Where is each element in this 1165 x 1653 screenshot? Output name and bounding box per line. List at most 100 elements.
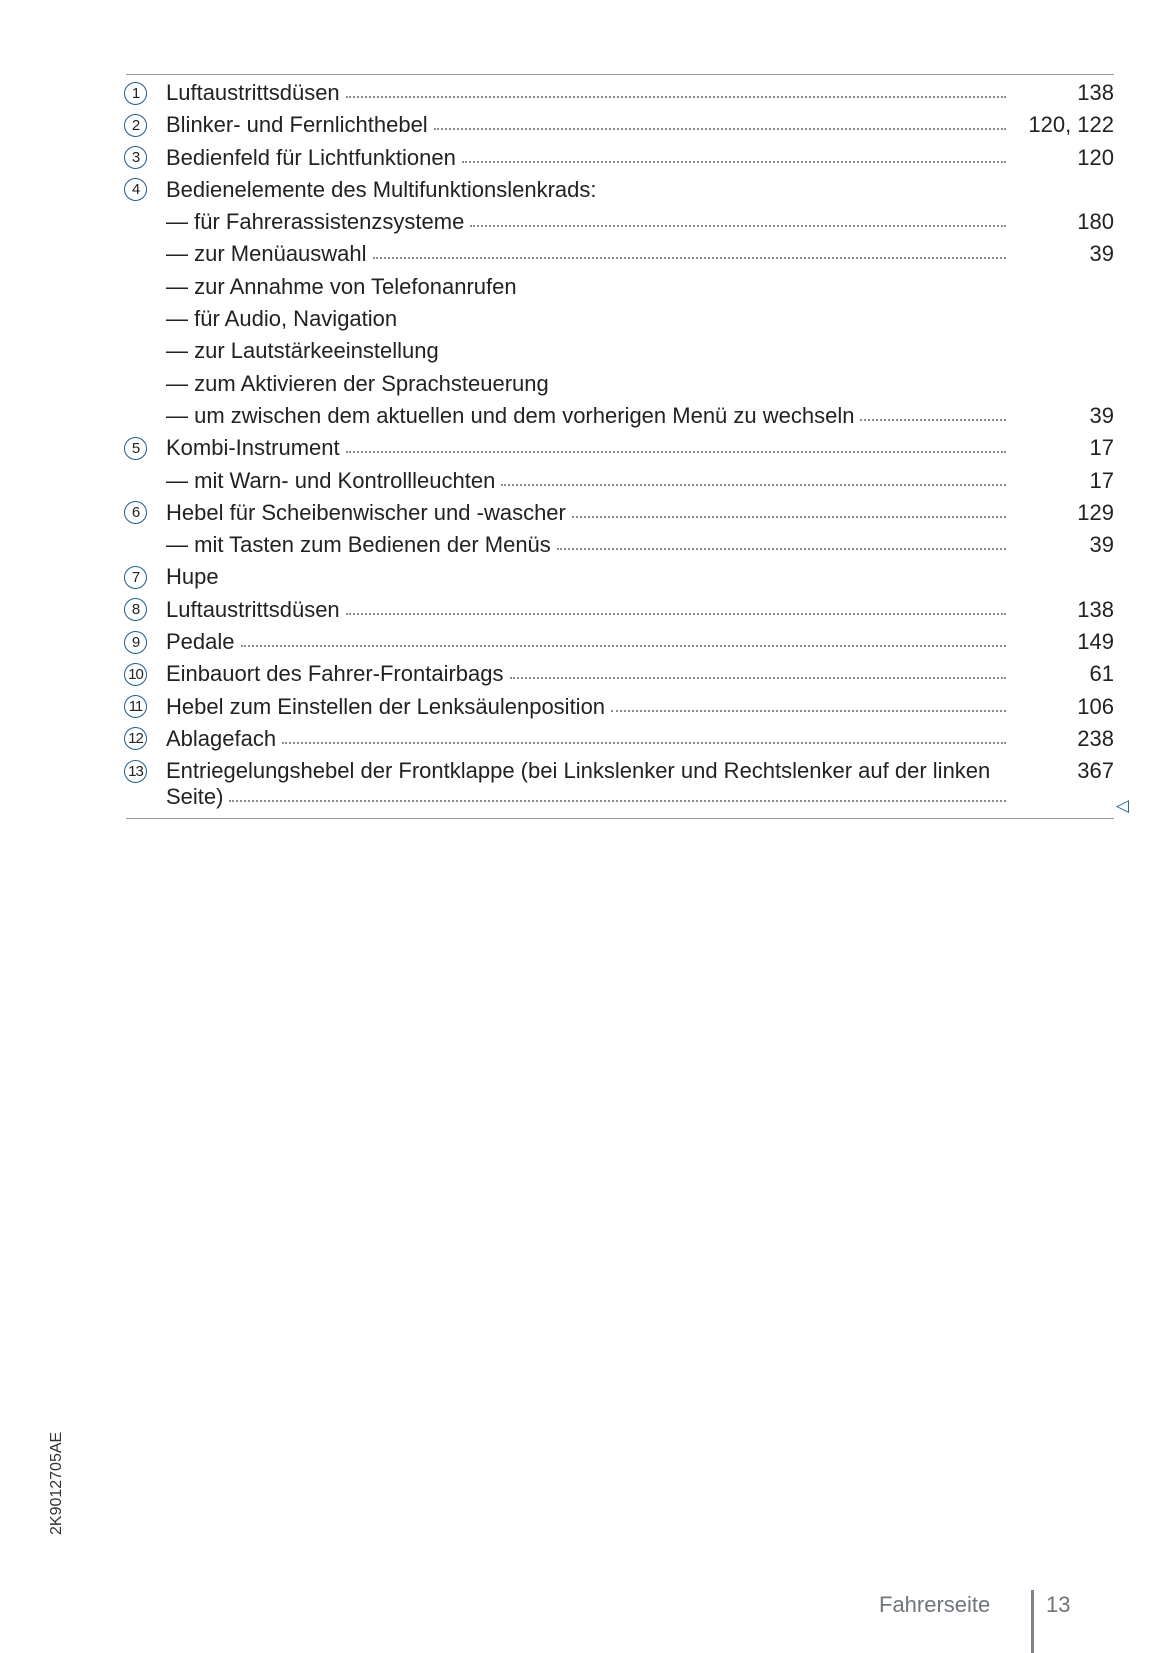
- item-marker: 10: [124, 658, 166, 690]
- item-label: — zur Menüauswahl: [166, 241, 367, 267]
- item-marker: 6: [124, 497, 166, 529]
- circled-number: 12: [124, 727, 147, 751]
- item-page-ref: 17: [1089, 435, 1114, 461]
- item-label: — zur Lautstärkeeinstellung: [166, 338, 439, 364]
- bottom-rule: [126, 818, 1114, 819]
- dot-leader: [571, 515, 1006, 518]
- item-marker: 8: [124, 594, 166, 626]
- legend-list: 1 Luftaustrittsdüsen 138 2 Blinker- und Fern…: [124, 77, 1114, 813]
- circled-number: 6: [124, 501, 147, 525]
- dot-leader: [509, 677, 1006, 680]
- item-page-ref: 129: [1077, 499, 1114, 525]
- list-item: 3 Bedienfeld für Lichtfunktionen 120: [124, 142, 1114, 174]
- circled-number: 8: [124, 598, 147, 622]
- item-label: Luftaustrittsdüsen: [166, 80, 340, 105]
- circled-number: 5: [124, 436, 147, 460]
- dot-leader: [470, 225, 1006, 228]
- item-marker: [124, 303, 166, 335]
- item-label: Luftaustrittsdüsen: [166, 596, 340, 622]
- item-label: Bedienfeld für Lichtfunktionen: [166, 144, 456, 170]
- item-marker: 11: [124, 691, 166, 723]
- list-item: — um zwischen dem aktuellen und dem vorh…: [124, 400, 1114, 432]
- list-item: 6 Hebel für Scheibenwischer und -wascher 1…: [124, 497, 1114, 529]
- item-label: Hebel zum Einstellen der Lenksäulenposit…: [166, 693, 606, 719]
- dot-leader: [860, 418, 1006, 421]
- list-item: — zur Annahme von Telefonanrufen: [124, 271, 1114, 303]
- circled-number: 2: [124, 113, 147, 137]
- list-item: 12 Ablagefach 238: [124, 723, 1114, 755]
- item-marker: [124, 335, 166, 367]
- list-item: 9 Pedale 149: [124, 626, 1114, 658]
- item-label: Blinker- und Fernlichthebel: [166, 112, 428, 138]
- item-page-ref: 39: [1089, 241, 1114, 267]
- dot-leader: [240, 645, 1006, 648]
- item-marker: 12: [124, 723, 166, 755]
- list-item: 5 Kombi-Instrument 17: [124, 432, 1114, 464]
- item-page-ref: 39: [1089, 532, 1114, 558]
- item-marker: 4: [124, 174, 166, 206]
- item-page-ref: 106: [1077, 693, 1114, 719]
- list-item: 11 Hebel zum Einstellen der Lenksäulenpos…: [124, 691, 1114, 723]
- dot-leader: [345, 96, 1006, 98]
- item-label: — mit Warn- und Kontrollleuchten: [166, 467, 496, 493]
- item-page-ref: 238: [1077, 725, 1114, 751]
- list-item: 1 Luftaustrittsdüsen 138: [124, 77, 1114, 109]
- list-item: 8 Luftaustrittsdüsen 138: [124, 594, 1114, 626]
- list-item: — mit Warn- und Kontrollleuchten 17: [124, 465, 1114, 497]
- list-item: — mit Tasten zum Bedienen der Menüs 39: [124, 529, 1114, 561]
- dot-leader: [433, 128, 1006, 131]
- item-label: Bedienelemente des Multifunktionslenkrad…: [166, 176, 597, 202]
- item-marker: 2: [124, 109, 166, 141]
- circled-number: 1: [124, 81, 147, 105]
- item-label: — mit Tasten zum Bedienen der Menüs: [166, 532, 551, 558]
- circled-number: 10: [124, 662, 147, 686]
- footer-section-title: Fahrerseite: [879, 1592, 991, 1617]
- page-number: 13: [1046, 1592, 1071, 1617]
- list-item: 2 Blinker- und Fernlichthebel 120, 122: [124, 109, 1114, 141]
- dot-leader: [372, 257, 1006, 260]
- item-page-ref: 39: [1089, 402, 1114, 428]
- dot-leader: [611, 709, 1006, 712]
- list-item: — zum Aktivieren der Sprachsteuerung: [124, 368, 1114, 400]
- item-marker: 5: [124, 432, 166, 464]
- item-marker: [124, 529, 166, 561]
- item-label: Einbauort des Fahrer-Frontairbags: [166, 661, 504, 687]
- item-page-ref: 120, 122: [1028, 112, 1114, 138]
- item-marker: [124, 368, 166, 400]
- item-label: Hupe: [166, 564, 219, 590]
- circled-number: 9: [124, 630, 147, 654]
- item-label: — für Fahrerassistenzsysteme: [166, 209, 465, 235]
- item-page-ref: 149: [1077, 629, 1114, 655]
- dot-leader: [345, 612, 1006, 615]
- item-marker: [124, 465, 166, 497]
- item-label: Hebel für Scheibenwischer und -wascher: [166, 499, 566, 525]
- dot-leader: [501, 483, 1006, 486]
- item-marker: 3: [124, 142, 166, 174]
- list-item: — zur Menüauswahl 39: [124, 238, 1114, 270]
- list-item: — für Fahrerassistenzsysteme 180: [124, 206, 1114, 238]
- list-item: — zur Lautstärkeeinstellung: [124, 335, 1114, 367]
- circled-number: 13: [124, 759, 147, 783]
- item-page-ref: 17: [1089, 467, 1114, 493]
- item-page-ref: 367: [1077, 758, 1114, 784]
- item-page-ref: 180: [1077, 209, 1114, 235]
- item-marker: [124, 271, 166, 303]
- item-page-ref: 120: [1077, 144, 1114, 170]
- item-marker: 13: [124, 758, 166, 784]
- item-label: — um zwischen dem aktuellen und dem vorh…: [166, 402, 855, 428]
- circled-number: 7: [124, 565, 147, 589]
- dot-leader: [229, 800, 1006, 803]
- item-label: Kombi-Instrument: [166, 435, 340, 461]
- item-page-ref: 138: [1077, 80, 1114, 105]
- triangle-left-icon: ◁: [1116, 796, 1130, 815]
- item-label: — für Audio, Navigation: [166, 306, 398, 332]
- item-label: Ablagefach: [166, 725, 277, 751]
- circled-number: 3: [124, 146, 147, 170]
- item-marker: [124, 206, 166, 238]
- item-marker: 1: [124, 77, 166, 109]
- circled-number: 11: [124, 695, 147, 719]
- dot-leader: [556, 548, 1006, 551]
- item-page-ref: 138: [1077, 596, 1114, 622]
- circled-number: 4: [124, 178, 147, 202]
- top-rule: [126, 74, 1114, 75]
